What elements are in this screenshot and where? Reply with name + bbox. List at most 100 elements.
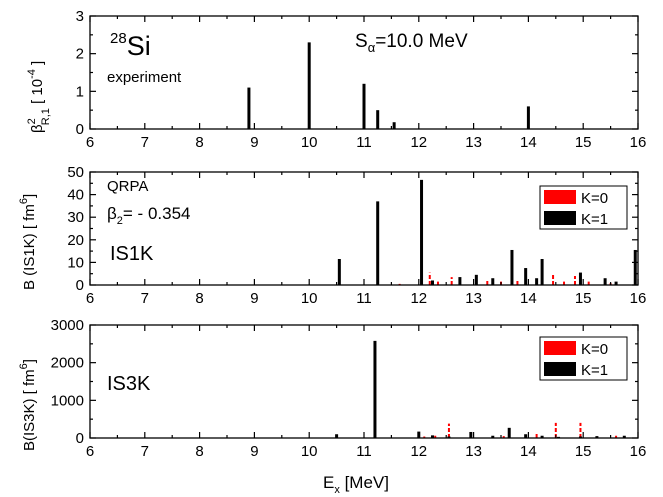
x-axis-sub: x xyxy=(334,484,340,496)
nucleus-label: 28Si xyxy=(110,30,151,61)
beta2-symbol: β xyxy=(107,204,117,223)
legend-label-k0: K=0 xyxy=(581,341,608,358)
x-tick-label: 10 xyxy=(301,443,318,460)
x-axis-units: [MeV] xyxy=(340,473,389,492)
x-tick-label: 15 xyxy=(575,134,592,151)
panel-is3k: 6 7 8 9 10 11 12 13 14 15 16 0 1000 2000 3000 IS3K K=0… xyxy=(18,317,646,496)
y-axis-beta-sup: 2 xyxy=(26,118,38,124)
legend-label-k1: K=1 xyxy=(581,362,608,379)
experiment-label: experiment xyxy=(107,69,182,86)
y-axis-title-experiment: β2 R,1 [ 10-4 ] xyxy=(26,61,52,133)
alpha-separation-value: =10.0 MeV xyxy=(375,31,468,52)
is1k-label: IS1K xyxy=(110,243,154,265)
y-axis-title-is3k: B(IS3K) [ fm6] xyxy=(18,359,38,451)
y-tick-label: 20 xyxy=(67,232,84,249)
x-tick-label: 15 xyxy=(575,443,592,460)
x-tick-label: 11 xyxy=(356,443,372,460)
beta2-value: = - 0.354 xyxy=(123,204,191,223)
x-tick-label: 8 xyxy=(195,134,203,151)
y-axis-is3k-main: B(IS3K) [ fm xyxy=(21,369,38,451)
x-tick-label: 16 xyxy=(630,443,647,460)
y-axis-units-exp: -4 xyxy=(26,69,38,79)
y-tick-label: 0 xyxy=(76,430,84,447)
x-tick-label: 13 xyxy=(465,443,482,460)
y-tick-label: 0 xyxy=(76,121,84,138)
legend-is1k: K=0 K=1 xyxy=(539,185,628,230)
panel-is1k-bars xyxy=(337,179,637,285)
y-axis-units-end: ] xyxy=(29,61,46,69)
legend-swatch-k0 xyxy=(544,341,576,355)
nucleus-symbol: Si xyxy=(127,31,151,61)
y-axis-units: [ 10 xyxy=(29,79,46,108)
legend-is3k: K=0 K=1 xyxy=(539,336,628,381)
y-axis-title-is1k: B (IS1K) [ fm6] xyxy=(18,194,38,290)
alpha-separation-label: Sα=10.0 MeV xyxy=(355,31,468,55)
x-tick-label: 6 xyxy=(86,134,94,151)
x-tick-label: 6 xyxy=(86,443,94,460)
y-axis-is3k-exp: 6 xyxy=(18,363,30,369)
legend-swatch-k1 xyxy=(544,211,576,225)
y-tick-label: 3 xyxy=(76,8,84,25)
y-tick-label: 2 xyxy=(76,46,84,63)
x-tick-label: 12 xyxy=(410,134,427,151)
x-tick-label: 11 xyxy=(356,290,372,307)
x-tick-label: 12 xyxy=(410,290,427,307)
x-axis-e: E xyxy=(323,473,334,492)
y-tick-label: 2000 xyxy=(51,355,84,372)
panel-is1k-ticks: 6 7 8 9 10 11 12 13 14 15 16 0 10 20 30 40 50 xyxy=(67,164,646,307)
x-tick-label: 12 xyxy=(410,443,427,460)
y-tick-label: 0 xyxy=(76,277,84,294)
y-tick-label: 1000 xyxy=(51,392,84,409)
y-axis-is1k-exp: 6 xyxy=(18,198,30,204)
x-tick-label: 13 xyxy=(465,290,482,307)
x-tick-label: 8 xyxy=(195,443,203,460)
x-tick-label: 7 xyxy=(141,290,149,307)
x-tick-label: 9 xyxy=(250,443,258,460)
x-tick-label: 11 xyxy=(356,134,372,151)
y-axis-is1k-end: ] xyxy=(21,194,38,198)
legend-label-k0: K=0 xyxy=(581,190,608,207)
y-axis-beta: β xyxy=(29,124,46,133)
beta2-sub: 2 xyxy=(117,215,123,227)
x-tick-label: 9 xyxy=(250,290,258,307)
x-tick-label: 14 xyxy=(520,290,537,307)
x-tick-label: 7 xyxy=(141,443,149,460)
y-axis-beta-sub: R,1 xyxy=(40,108,52,125)
panel-is3k-ticks: 6 7 8 9 10 11 12 13 14 15 16 0 1000 2000 3000 xyxy=(51,317,647,460)
y-tick-label: 30 xyxy=(67,209,84,226)
x-tick-label: 14 xyxy=(520,443,537,460)
y-axis-is3k-end: ] xyxy=(21,359,38,363)
legend-label-k1: K=1 xyxy=(581,211,608,228)
x-tick-label: 10 xyxy=(301,134,318,151)
y-axis-is1k-main: B (IS1K) [ fm xyxy=(21,204,38,290)
panel-experiment-bars xyxy=(247,42,530,129)
x-tick-label: 9 xyxy=(250,134,258,151)
x-tick-label: 13 xyxy=(465,134,482,151)
x-tick-label: 16 xyxy=(630,134,647,151)
y-tick-label: 3000 xyxy=(51,317,84,334)
x-tick-label: 15 xyxy=(575,290,592,307)
legend-swatch-k0 xyxy=(544,190,576,204)
nucleus-mass: 28 xyxy=(110,30,127,47)
x-tick-label: 16 xyxy=(630,290,647,307)
qrpa-label: QRPA xyxy=(107,178,148,195)
y-tick-label: 40 xyxy=(67,187,84,204)
y-tick-label: 1 xyxy=(76,83,84,100)
x-tick-label: 7 xyxy=(141,134,149,151)
y-tick-label: 10 xyxy=(67,254,84,271)
x-axis-title: Ex [MeV] xyxy=(323,473,389,496)
x-tick-label: 6 xyxy=(86,290,94,307)
x-tick-label: 14 xyxy=(520,134,537,151)
x-tick-label: 10 xyxy=(301,290,318,307)
is3k-label: IS3K xyxy=(107,373,151,395)
beta2-label: β2= - 0.354 xyxy=(107,204,190,227)
alpha-separation-prefix: S xyxy=(355,31,368,52)
panel-is1k: 6 7 8 9 10 11 12 13 14 15 16 0 10 20 30 40 50 QRPA β2= -… xyxy=(18,164,646,307)
legend-swatch-k1 xyxy=(544,362,576,376)
y-tick-label: 50 xyxy=(67,164,84,181)
alpha-separation-sub: α xyxy=(368,40,376,55)
x-tick-label: 8 xyxy=(195,290,203,307)
